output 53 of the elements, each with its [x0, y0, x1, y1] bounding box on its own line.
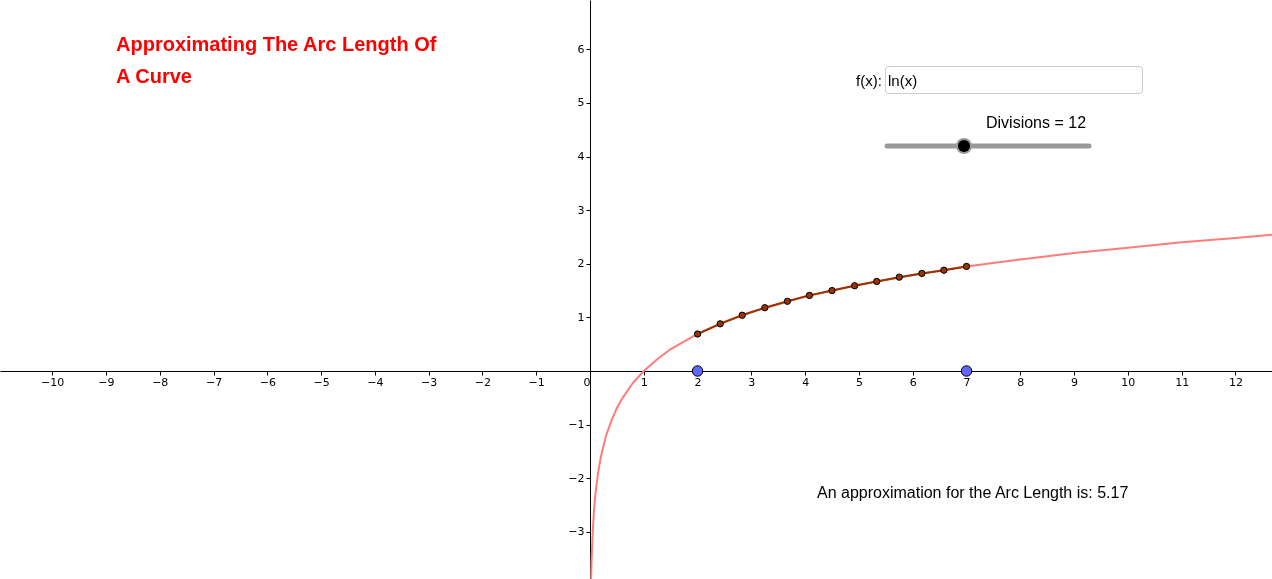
y-tick-label: 4	[577, 150, 585, 164]
x-tick-label: −10	[41, 376, 65, 390]
x-tick-label: −1	[528, 376, 545, 390]
y-tick-label: −2	[568, 471, 585, 485]
x-tick-label: 3	[748, 376, 756, 390]
point	[828, 286, 836, 295]
x-tick-label: 10	[1121, 376, 1136, 390]
y-tick-label: 2	[577, 257, 585, 271]
y-tick-label: −3	[568, 525, 585, 539]
point	[962, 262, 971, 271]
y-tick-label: 3	[577, 203, 585, 217]
x-tick-label: −6	[259, 376, 276, 390]
point	[873, 277, 881, 286]
x-tick-label: 11	[1175, 376, 1190, 390]
x-tick-label: −5	[313, 376, 330, 390]
annotation: An approximation for the Arc Length is: 5.17	[817, 484, 1129, 502]
annotation: Divisions = 12	[986, 114, 1087, 132]
x-tick-label: 0	[583, 376, 591, 390]
y-tick-label: −1	[568, 418, 585, 432]
point	[693, 330, 702, 338]
x-tick-label: 1	[640, 376, 648, 390]
point	[805, 291, 814, 300]
x-tick-label: −7	[205, 376, 223, 390]
point	[783, 297, 792, 305]
point	[960, 365, 973, 377]
x-tick-label: −4	[367, 376, 384, 390]
x-tick-label: 4	[802, 376, 810, 390]
point	[716, 320, 724, 328]
y-tick-label: 5	[577, 96, 585, 110]
point	[895, 273, 903, 281]
text: Approximating The Arc Length Of A Curve	[116, 32, 438, 89]
point	[691, 365, 704, 377]
point	[850, 282, 859, 290]
x-tick-label: −9	[98, 376, 115, 390]
point	[761, 304, 769, 312]
annotation: f(x):	[856, 72, 882, 89]
x-tick-label: 8	[1017, 376, 1025, 390]
line-series	[590, 233, 1272, 579]
y-tick-label: 1	[577, 310, 585, 324]
x-tick-label: 2	[694, 376, 702, 390]
x-tick-label: −3	[421, 376, 438, 390]
x-tick-label: −8	[152, 376, 169, 390]
y-tick-label: 6	[577, 42, 585, 56]
point	[940, 266, 948, 274]
x-tick-label: 12	[1228, 376, 1243, 390]
x-tick-label: 5	[855, 376, 863, 390]
x-tick-label: 7	[963, 376, 971, 390]
point	[738, 311, 746, 319]
x-tick-label: −2	[474, 376, 492, 390]
x-tick-label: 6	[909, 376, 917, 390]
point	[918, 269, 926, 278]
x-tick-label: 9	[1071, 376, 1079, 390]
text-field: ln(x)	[885, 66, 1143, 94]
